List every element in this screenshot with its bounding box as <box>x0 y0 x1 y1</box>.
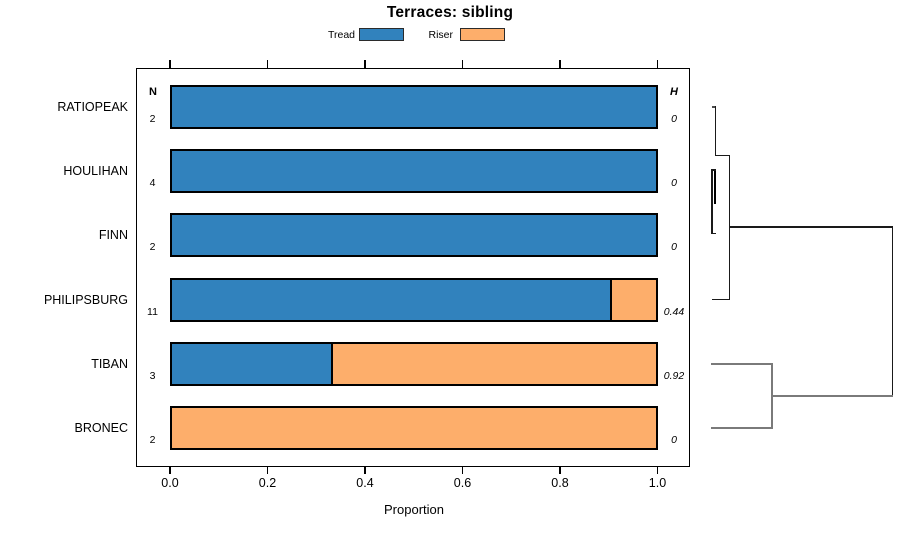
h-value: 0 <box>671 434 677 447</box>
category-label: PHILIPSBURG <box>43 292 128 307</box>
legend-swatch-riser <box>460 27 505 41</box>
axis-tick-top <box>461 60 464 68</box>
n-value: 2 <box>149 112 156 125</box>
category-label: RATIOPEAK <box>57 99 128 114</box>
h-value: 0.44 <box>663 305 685 318</box>
axis-tick-bottom <box>364 467 366 474</box>
axis-tick-label: 0.6 <box>453 476 472 490</box>
dendrogram-segment <box>711 169 713 234</box>
axis-tick-bottom <box>559 467 561 474</box>
dendrogram-segment <box>711 106 716 108</box>
bar-row <box>170 84 658 129</box>
dendrogram-segment <box>711 169 716 171</box>
dendrogram-segment <box>713 170 717 204</box>
dendrogram-segment <box>714 154 730 157</box>
bar-segment-tread <box>172 344 334 384</box>
bar-row <box>170 148 658 193</box>
bar-row <box>170 213 658 258</box>
bar-row <box>170 406 658 451</box>
axis-tick-label: 0.2 <box>258 476 277 490</box>
axis-tick-label: 0.0 <box>161 476 179 490</box>
dendrogram-segment <box>711 362 772 365</box>
axis-tick-top <box>656 60 659 68</box>
chart-title: Terraces: sibling <box>386 4 514 21</box>
dendrogram-segment <box>711 232 716 234</box>
category-label: TIBAN <box>91 357 128 371</box>
axis-tick-label: 0.8 <box>551 476 569 490</box>
dendrogram-segment <box>891 226 893 397</box>
bar-row <box>170 277 658 322</box>
h-value: 0 <box>671 176 677 189</box>
n-value: 4 <box>149 176 156 189</box>
n-value: 2 <box>149 241 156 254</box>
n-value: 2 <box>149 434 156 447</box>
dendrogram-segment <box>711 427 772 430</box>
category-label: HOULIHAN <box>63 163 128 178</box>
n-value: 11 <box>147 305 158 318</box>
axis-tick-top <box>559 60 561 68</box>
bar-row <box>170 342 658 386</box>
axis-tick-bottom <box>266 467 269 474</box>
h-value: 0.92 <box>663 370 685 382</box>
legend-swatch-tread <box>358 27 404 41</box>
category-label: FINN <box>98 228 128 243</box>
axis-tick-bottom <box>461 467 464 474</box>
axis-tick-bottom <box>656 467 659 474</box>
h-value: 0 <box>671 241 677 254</box>
axis-tick-top <box>169 60 171 68</box>
n-column-header: N <box>149 86 157 98</box>
legend-label-riser: Riser <box>428 29 453 41</box>
axis-tick-top <box>266 60 269 68</box>
axis-tick-top <box>364 60 366 68</box>
axis-tick-bottom <box>169 467 171 474</box>
dendrogram-segment <box>770 395 893 397</box>
dendrogram-segment <box>728 226 893 228</box>
axis-tick-label: 1.0 <box>648 476 667 490</box>
h-column-header: H <box>670 86 678 98</box>
h-value: 0 <box>671 112 677 125</box>
x-axis-label: Proportion <box>384 502 444 517</box>
category-label: BRONEC <box>74 421 128 436</box>
legend-label-tread: Tread <box>327 29 355 41</box>
plot-frame <box>136 68 690 467</box>
bar-segment-tread <box>172 279 612 320</box>
dendrogram-segment <box>714 106 716 156</box>
dendrogram-segment <box>711 298 730 301</box>
axis-tick-label: 0.4 <box>356 476 374 490</box>
n-value: 3 <box>149 370 156 382</box>
